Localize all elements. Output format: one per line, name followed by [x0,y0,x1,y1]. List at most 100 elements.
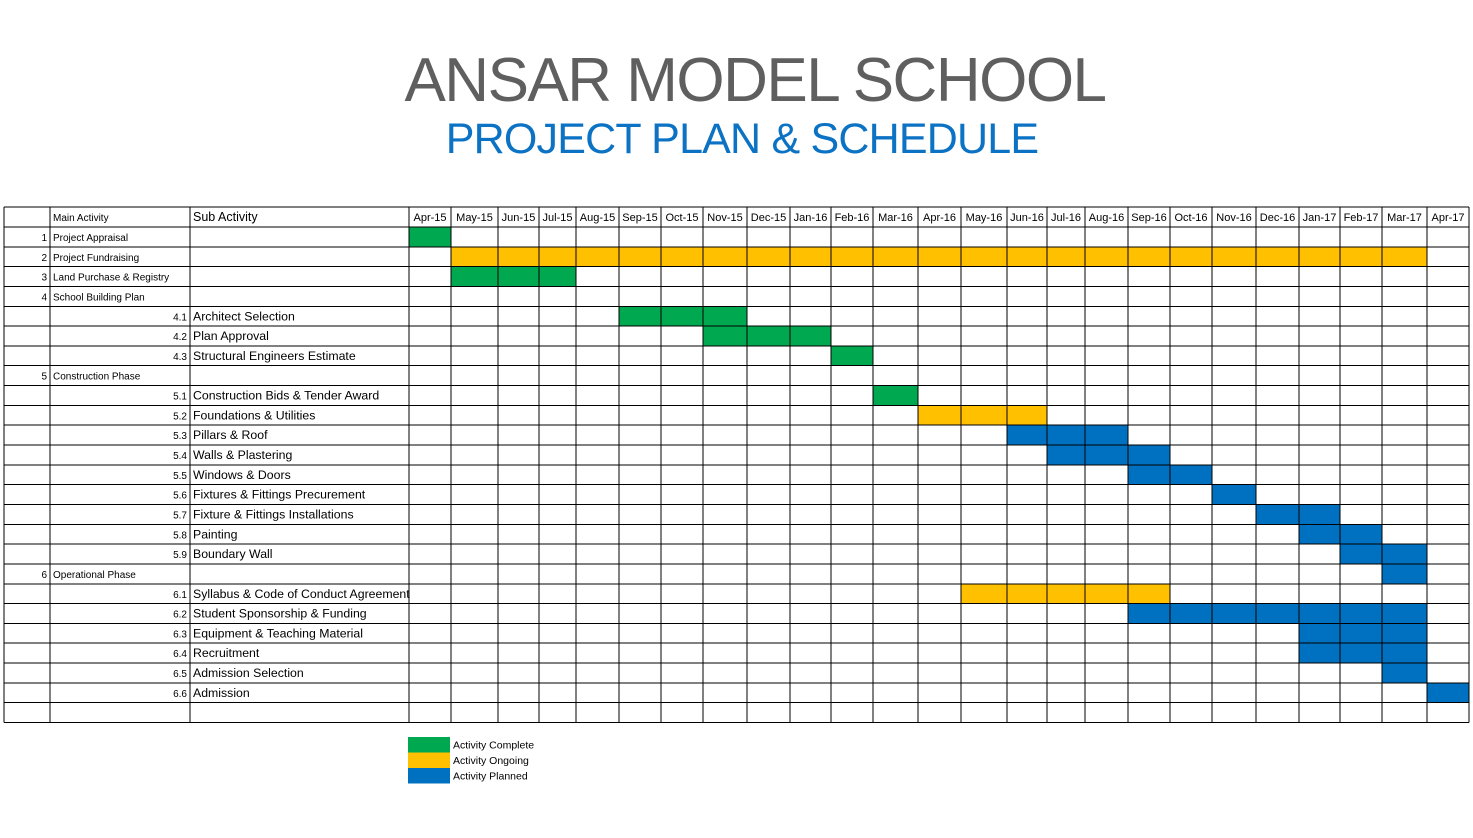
gantt-bar-planned [1382,563,1427,584]
sub-activity-label: Construction Bids & Tender Award [193,389,379,403]
main-activity-label: School Building Plan [53,292,145,303]
activity-number: 6.5 [173,669,187,680]
gantt-bar-planned [1007,425,1128,446]
sub-activity-label: Pillars & Roof [193,428,268,442]
sub-activity-label: Fixture & Fittings Installations [193,507,354,521]
month-label: Sep-16 [1131,212,1166,224]
gantt-bar-complete [703,326,831,346]
legend-label-ongoing: Activity Ongoing [453,755,529,767]
activity-number: 5.3 [173,431,187,442]
month-label: Aug-15 [580,212,615,224]
sub-activity-label: Student Sponsorship & Funding [193,607,367,621]
month-label: May-16 [966,212,1003,224]
gantt-bar-planned [1299,643,1427,664]
activity-number: 6.6 [173,689,187,700]
month-label: Sep-15 [622,212,657,224]
sub-activity-label: Plan Approval [193,329,269,343]
month-label: Oct-16 [1174,212,1207,224]
activity-number: 4 [41,292,47,303]
gantt-bar-ongoing [961,583,1170,604]
gantt-bar-planned [1427,682,1469,703]
activity-number: 4.1 [173,312,187,323]
activity-number: 6.3 [173,629,187,640]
month-label: Dec-16 [1260,212,1295,224]
gantt-bar-complete [451,266,576,287]
sub-activity-label: Syllabus & Code of Conduct Agreement [193,587,410,601]
month-label: Apr-16 [923,212,956,224]
gantt-bar-complete [409,227,451,247]
legend-label-complete: Activity Complete [453,740,534,752]
activity-number: 6.4 [173,649,187,660]
month-label: May-15 [456,212,493,224]
gantt-grid [3,206,1470,723]
month-label: Jun-15 [502,212,536,224]
page-title: ANSAR MODEL SCHOOL [404,46,1107,115]
month-label: Apr-17 [1431,212,1464,224]
main-activity-label: Operational Phase [53,570,136,581]
month-label: Jul-16 [1051,212,1081,224]
sub-activity-label: Architect Selection [193,309,295,323]
activity-number: 5.2 [173,411,187,422]
gantt-bar-planned [1212,484,1256,505]
month-label: Mar-16 [878,212,913,224]
gantt-bar-planned [1256,504,1340,525]
activity-number: 6.1 [173,590,187,601]
sub-activity-label: Windows & Doors [193,468,291,482]
gantt-bar-complete [831,345,873,366]
legend-swatch-ongoing [408,752,450,768]
month-label: Nov-16 [1216,212,1251,224]
month-label: Jan-17 [1303,212,1337,224]
main-activity-label: Land Purchase & Registry [53,273,169,284]
month-label: Jun-16 [1010,212,1044,224]
activity-number: 6.2 [173,610,187,621]
gantt-bar-ongoing [918,405,1047,426]
month-label: Jan-16 [794,212,828,224]
gantt-bar-planned [1340,544,1427,564]
gantt-bar-planned [1128,603,1427,624]
page-subtitle: PROJECT PLAN & SCHEDULE [445,115,1039,163]
month-label: Mar-17 [1387,212,1422,224]
activity-number: 5 [41,372,47,383]
gantt-bar-planned [1382,663,1427,683]
gantt-labels: Main Activity Sub Activity Apr-15 May-15 Jun… [41,210,1464,700]
main-activity-header: Main Activity [53,213,109,224]
sub-activity-label: Admission [193,686,250,700]
sub-activity-header: Sub Activity [193,210,258,224]
sub-activity-label: Boundary Wall [193,547,273,561]
sub-activity-label: Admission Selection [193,666,304,680]
gantt-bar-complete [619,306,747,327]
main-activity-label: Construction Phase [53,372,141,383]
sub-activity-label: Foundations & Utilities [193,408,315,422]
month-label: Feb-17 [1344,212,1379,224]
gantt-bar-planned [1047,445,1170,465]
legend-label-planned: Activity Planned [453,771,528,783]
activity-number: 4.2 [173,332,187,343]
month-label: Nov-15 [707,212,742,224]
activity-number: 1 [41,233,47,244]
activity-number: 3 [41,273,47,284]
month-label: Feb-16 [835,212,870,224]
activity-number: 5.7 [173,510,187,521]
month-label: Jul-15 [543,212,573,224]
sub-activity-label: Walls & Plastering [193,448,292,462]
legend: Activity Complete Activity Ongoing Activit… [408,737,534,784]
activity-number: 5.5 [173,471,187,482]
activity-number: 4.3 [173,352,187,363]
gantt-bar-complete [873,385,918,406]
activity-number: 5.8 [173,530,187,541]
activity-number: 5.6 [173,491,187,502]
activity-number: 6 [41,570,47,581]
sub-activity-label: Recruitment [193,646,260,660]
legend-swatch-planned [408,768,450,784]
main-activity-label: Project Appraisal [53,233,128,244]
activity-number: 2 [41,253,47,264]
month-label: Aug-16 [1089,212,1124,224]
main-activity-label: Project Fundraising [53,253,139,264]
month-label: Apr-15 [413,212,446,224]
activity-number: 5.9 [173,550,187,561]
month-label: Dec-15 [751,212,786,224]
sub-activity-label: Equipment & Teaching Material [193,626,363,640]
sub-activity-label: Painting [193,527,238,541]
activity-number: 5.1 [173,392,187,403]
